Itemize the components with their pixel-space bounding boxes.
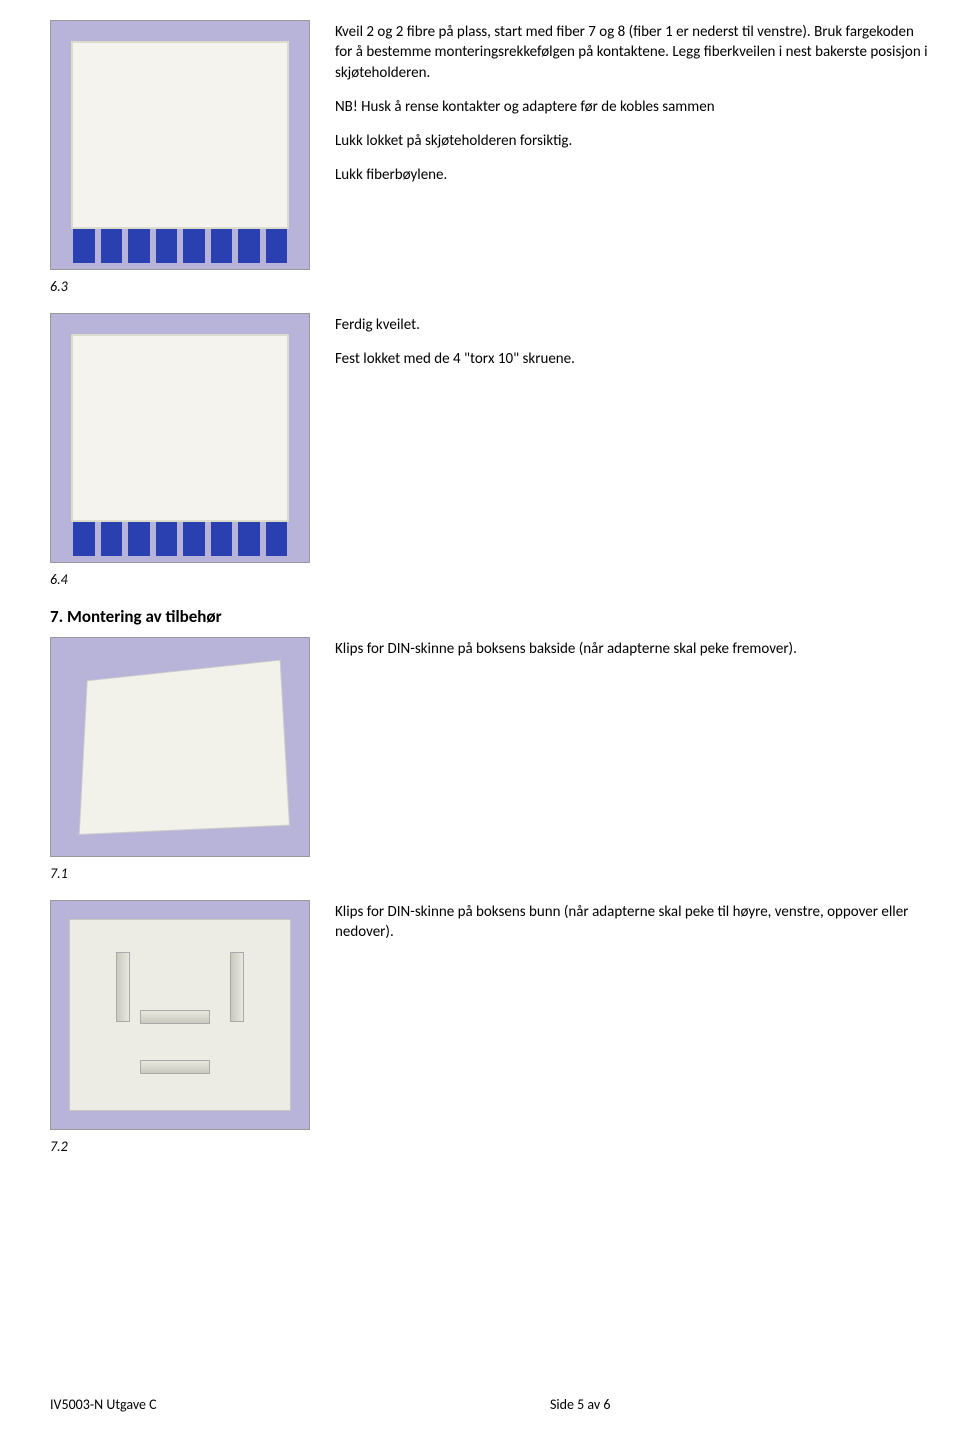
step-6-3-text: Ferdig kveilet. Fest lokket med de 4 "to… <box>335 313 930 384</box>
footer-doc-id: IV5003-N Utgave C <box>50 1396 430 1413</box>
figure-caption-6-4: 6.4 <box>50 571 930 588</box>
figure-7-1-container <box>50 637 310 857</box>
step-7-1-text: Klips for DIN-skinne på boksens bakside … <box>335 637 930 673</box>
paragraph: Lukk lokket på skjøteholderen forsiktig. <box>335 131 930 151</box>
figure-7-2-image <box>50 900 310 1130</box>
step-6-2-text: Kveil 2 og 2 fibre på plass, start med f… <box>335 20 930 200</box>
paragraph: Lukk fiberbøylene. <box>335 165 930 185</box>
figure-7-2-container <box>50 900 310 1130</box>
figure-caption-7-2: 7.2 <box>50 1138 930 1155</box>
step-7-1-row: Klips for DIN-skinne på boksens bakside … <box>50 637 930 857</box>
figure-7-1-image <box>50 637 310 857</box>
paragraph: Klips for DIN-skinne på boksens bunn (nå… <box>335 902 930 943</box>
figure-6-3-image <box>50 313 310 563</box>
step-6-3-row: Ferdig kveilet. Fest lokket med de 4 "to… <box>50 313 930 563</box>
page-footer: IV5003-N Utgave C Side 5 av 6 <box>50 1396 930 1413</box>
paragraph: Ferdig kveilet. <box>335 315 930 335</box>
footer-page-number: Side 5 av 6 <box>430 1396 930 1413</box>
paragraph: Fest lokket med de 4 "torx 10" skruene. <box>335 349 930 369</box>
figure-6-2-container <box>50 20 310 270</box>
figure-6-2-image <box>50 20 310 270</box>
figure-6-3-container <box>50 313 310 563</box>
step-6-2-row: Kveil 2 og 2 fibre på plass, start med f… <box>50 20 930 270</box>
paragraph: Klips for DIN-skinne på boksens bakside … <box>335 639 930 659</box>
step-7-2-text: Klips for DIN-skinne på boksens bunn (nå… <box>335 900 930 957</box>
figure-caption-6-3: 6.3 <box>50 278 930 295</box>
paragraph: NB! Husk å rense kontakter og adaptere f… <box>335 97 930 117</box>
paragraph: Kveil 2 og 2 fibre på plass, start med f… <box>335 22 930 83</box>
section-7-heading: 7. Montering av tilbehør <box>50 606 930 627</box>
step-7-2-row: Klips for DIN-skinne på boksens bunn (nå… <box>50 900 930 1130</box>
figure-caption-7-1: 7.1 <box>50 865 930 882</box>
